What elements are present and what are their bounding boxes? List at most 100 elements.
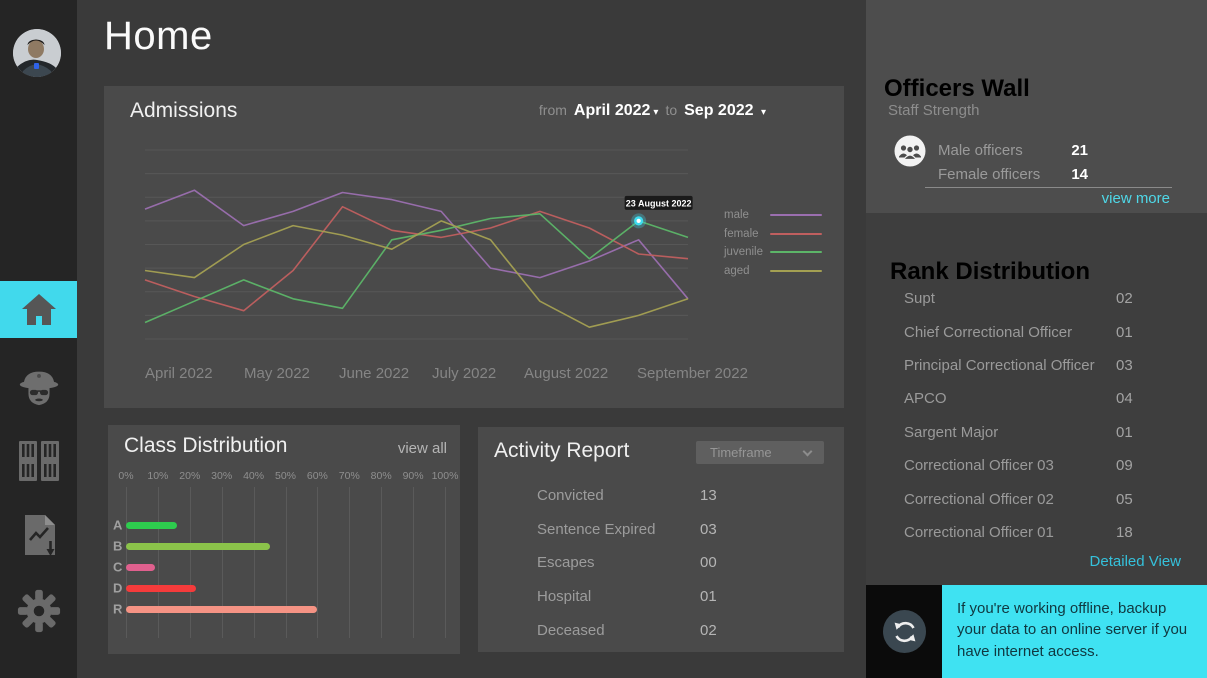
item-label: APCO	[904, 390, 947, 408]
item-label: Female officers	[938, 165, 1041, 183]
legend-swatch	[770, 214, 822, 217]
rank-distribution-list: Supt 02 Chief Correctional Officer 01 Princi…	[904, 282, 1144, 549]
admissions-panel: Admissions from April 2022 ▾ to Sep 2022 …	[104, 86, 844, 408]
avatar[interactable]	[13, 29, 61, 77]
x-tick-label: 90%	[402, 470, 424, 482]
sidebar-item-home[interactable]	[0, 281, 77, 338]
chevron-down-icon	[802, 446, 813, 456]
item-label: Correctional Officer 01	[904, 523, 1054, 541]
admissions-title: Admissions	[130, 99, 238, 122]
legend-item: female	[724, 225, 934, 244]
from-date-select[interactable]: April 2022 ▾	[573, 102, 659, 119]
item-label: Male officers	[938, 141, 1023, 159]
gridline	[285, 487, 287, 638]
timeframe-dropdown-label: Timeframe	[710, 445, 772, 460]
gear-icon	[17, 589, 60, 633]
staff-group-icon	[894, 135, 926, 167]
bar-A	[126, 521, 178, 529]
item-label: Sentence Expired	[537, 520, 656, 538]
main-content: Home Admissions from April 2022 ▾ to Sep …	[77, 0, 866, 678]
item-label: Escapes	[537, 554, 595, 572]
item-value: 01	[1116, 323, 1133, 341]
rank-distribution-title: Rank Distribution	[890, 257, 1091, 285]
x-axis-label: June 2022	[339, 365, 410, 382]
view-more-link[interactable]: view more	[1101, 190, 1170, 207]
activity-report-title: Activity Report	[494, 439, 630, 462]
to-date-select[interactable]: Sep 2022 ▾	[684, 102, 766, 119]
timeframe-dropdown[interactable]: Timeframe	[696, 441, 824, 464]
bar-category-label: R	[113, 601, 123, 617]
from-label: from	[538, 102, 567, 118]
view-all-link[interactable]: view all	[397, 440, 447, 457]
item-value: 21	[1071, 141, 1088, 159]
x-axis-label: July 2022	[432, 365, 497, 382]
item-value: 05	[1116, 490, 1133, 508]
list-item: APCO 04	[904, 382, 1144, 415]
highlighted-point-center	[636, 218, 641, 223]
x-tick-label: 70%	[338, 470, 360, 482]
item-label: Principal Correctional Officer	[904, 356, 1095, 374]
activity-report-panel: Activity Report Timeframe Convicted 13 Sen…	[478, 427, 844, 652]
item-label: Convicted	[537, 487, 604, 505]
gridline	[445, 487, 446, 638]
list-item: Sentence Expired 03	[537, 513, 777, 547]
offline-backup-notification: If you're working offline, backup your d…	[866, 585, 1207, 678]
activity-report-list: Convicted 13 Sentence Expired 03 Escapes 00 Ho…	[537, 479, 777, 647]
list-item: Male officers 21	[938, 138, 1088, 162]
item-value: 02	[700, 621, 717, 639]
officer-icon	[19, 371, 58, 406]
bar-D	[126, 584, 197, 592]
item-value: 09	[1116, 457, 1133, 475]
class-distribution-panel: Class Distribution view all 0% 10% 20% 30% 4…	[108, 425, 460, 654]
bar-R	[126, 605, 318, 613]
legend-label: aged	[724, 264, 750, 277]
chart-tooltip-text: 23 August 2022	[626, 198, 692, 208]
admissions-x-axis: April 2022 May 2022 June 2022 July 2022 Augu…	[145, 365, 845, 385]
notification-text: If you're working offline, backup your d…	[942, 585, 1207, 678]
line-female	[144, 205, 689, 312]
chevron-down-icon: ▾	[760, 107, 766, 118]
list-item: Correctional Officer 03 09	[904, 449, 1144, 482]
sidebar-item-settings[interactable]	[0, 582, 77, 640]
list-item: Correctional Officer 01 18	[904, 516, 1144, 549]
sidebar-item-cells[interactable]	[0, 432, 77, 490]
gridline	[221, 487, 223, 638]
gridline	[126, 487, 127, 638]
item-value: 04	[1116, 390, 1133, 408]
legend-swatch	[770, 269, 822, 272]
legend-item: male	[724, 206, 934, 225]
x-tick-label: 40%	[243, 470, 265, 482]
bar-B	[126, 542, 270, 550]
class-distribution-title: Class Distribution	[124, 434, 288, 457]
legend-item: juvenile	[724, 243, 934, 262]
list-item: Chief Correctional Officer 01	[904, 315, 1144, 348]
user-photo	[13, 29, 61, 77]
gridline	[253, 487, 255, 638]
sync-icon	[883, 610, 926, 653]
list-item: Sargent Major 01	[904, 416, 1144, 449]
page-title: Home	[104, 14, 213, 58]
item-label: Supt	[904, 290, 935, 308]
x-tick-label: 50%	[274, 470, 297, 482]
to-label: to	[665, 102, 678, 118]
bar-C	[126, 563, 155, 571]
sidebar-item-officers[interactable]	[0, 358, 77, 414]
sidebar-item-reports[interactable]	[0, 508, 77, 564]
item-value: 03	[700, 520, 717, 538]
legend-item: aged	[724, 262, 934, 281]
x-tick-label: 30%	[211, 470, 233, 482]
detailed-view-link[interactable]: Detailed View	[1089, 553, 1181, 570]
item-value: 03	[1116, 356, 1133, 374]
list-item: Female officers 14	[938, 162, 1088, 186]
item-label: Correctional Officer 02	[904, 490, 1054, 508]
x-axis-label: August 2022	[524, 365, 609, 382]
legend-label: male	[724, 209, 749, 222]
admissions-legend: male female juvenile aged	[724, 206, 934, 280]
sidebar	[0, 0, 77, 678]
x-axis-label: September 2022	[637, 365, 748, 382]
list-item: Correctional Officer 02 05	[904, 482, 1144, 515]
x-tick-label: 80%	[370, 470, 392, 482]
gridline	[157, 487, 159, 638]
